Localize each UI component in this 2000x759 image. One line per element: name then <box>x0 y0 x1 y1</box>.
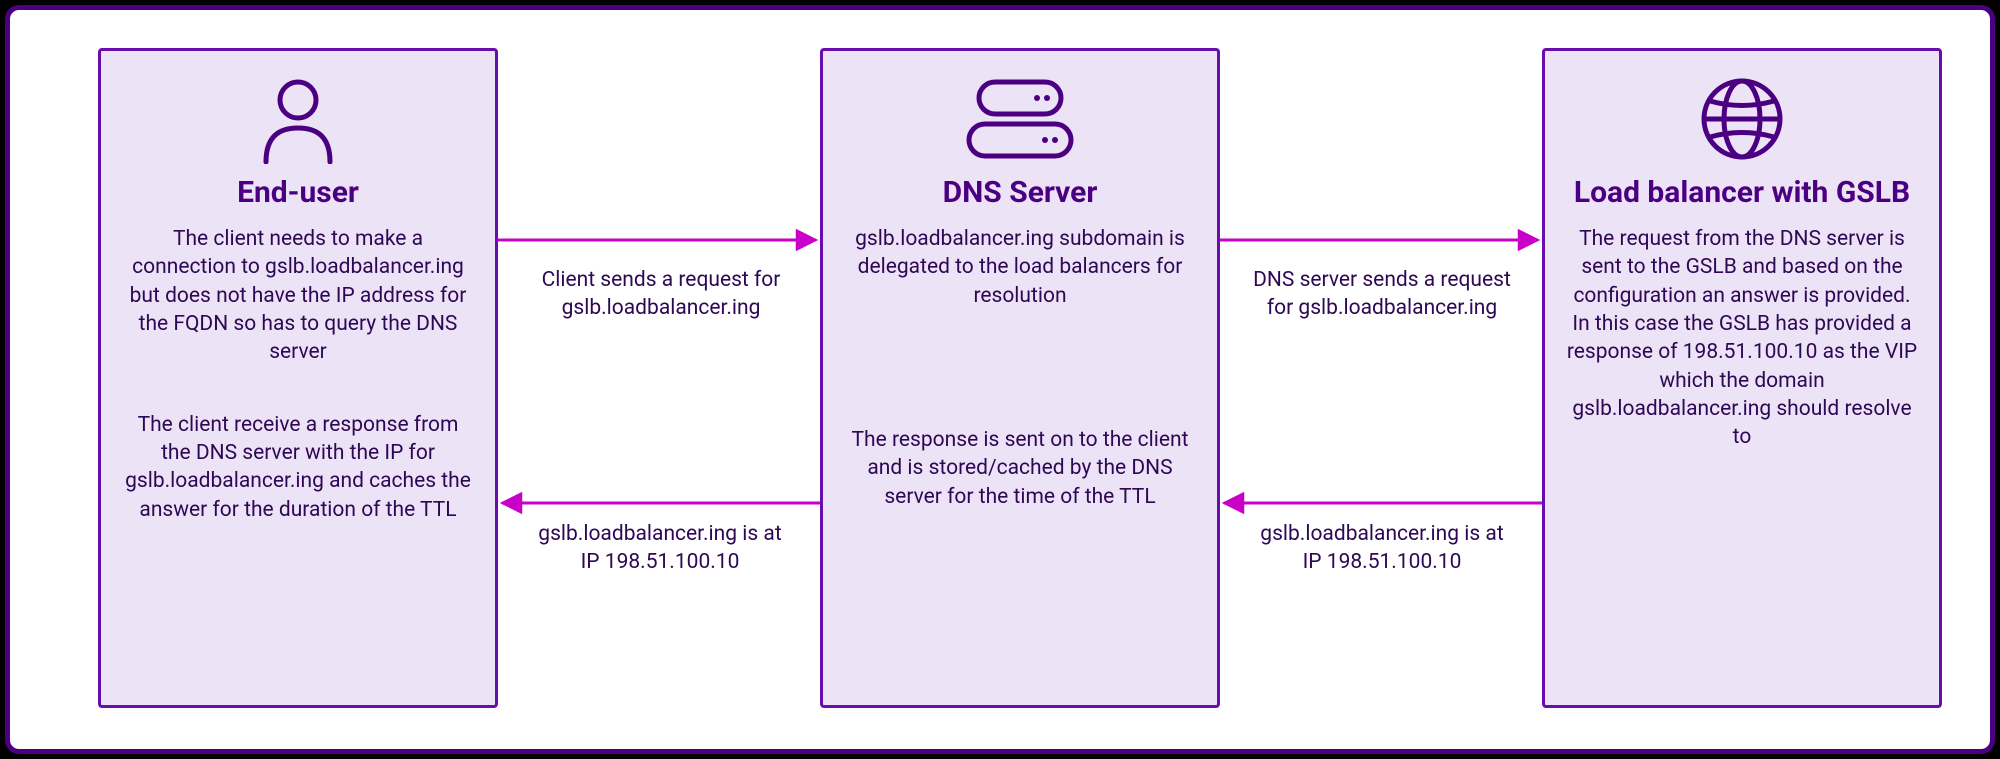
globe-icon <box>1565 69 1919 169</box>
diagram-frame: End-user The client needs to make a conn… <box>5 5 1995 754</box>
server-icon <box>843 69 1197 169</box>
node-paragraph: The client receive a response from the D… <box>121 411 475 524</box>
node-dns-server: DNS Server gslb.loadbalancer.ing subdoma… <box>820 48 1220 708</box>
node-paragraph: The response is sent on to the client an… <box>843 426 1197 511</box>
edge-label: Client sends a request for gslb.loadbala… <box>526 266 796 323</box>
node-title: DNS Server <box>843 175 1197 211</box>
node-paragraph: The client needs to make a connection to… <box>121 225 475 367</box>
diagram-canvas: End-user The client needs to make a conn… <box>58 48 1942 711</box>
edge-label: gslb.loadbalancer.ing is at IP 198.51.10… <box>1252 520 1512 577</box>
node-paragraph: The request from the DNS server is sent … <box>1565 225 1919 452</box>
node-title: Load balancer with GSLB <box>1565 175 1919 211</box>
user-icon <box>121 69 475 169</box>
node-title: End-user <box>121 175 475 211</box>
node-load-balancer: Load balancer with GSLB The request from… <box>1542 48 1942 708</box>
node-paragraph: gslb.loadbalancer.ing subdomain is deleg… <box>843 225 1197 310</box>
edge-label: DNS server sends a request for gslb.load… <box>1242 266 1522 323</box>
edge-label: gslb.loadbalancer.ing is at IP 198.51.10… <box>530 520 790 577</box>
node-end-user: End-user The client needs to make a conn… <box>98 48 498 708</box>
